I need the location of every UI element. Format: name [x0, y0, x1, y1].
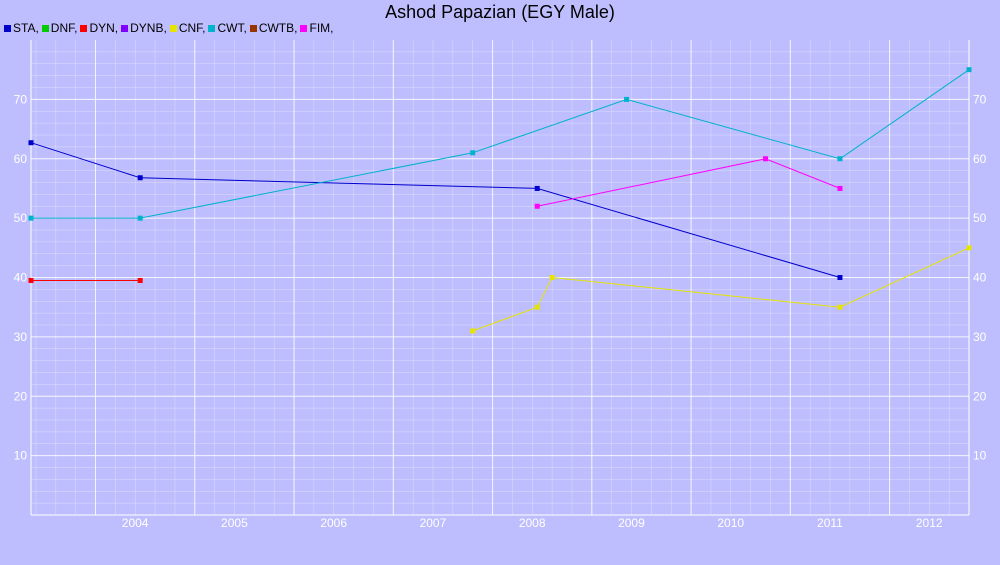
legend-swatch	[41, 25, 49, 32]
x-tick-label: 2011	[817, 516, 843, 530]
y-tick-label-right: 20	[973, 389, 987, 403]
legend-swatch	[249, 25, 257, 32]
x-tick-label: 2007	[420, 516, 447, 530]
data-point	[28, 140, 34, 146]
y-tick-label-right: 40	[973, 271, 987, 285]
legend-swatch	[169, 25, 177, 32]
legend-item: STA,	[4, 21, 39, 35]
grid	[31, 40, 970, 515]
data-point	[534, 304, 540, 310]
legend-swatch	[4, 25, 11, 32]
data-point	[837, 275, 843, 280]
x-tick-label: 2012	[916, 516, 943, 530]
legend-label: FIM,	[309, 21, 334, 35]
legend-label: CWTB,	[258, 21, 298, 35]
legend-swatch	[80, 25, 88, 32]
series-cnf	[470, 245, 972, 334]
data-point	[837, 156, 843, 162]
legend-label: DYN,	[89, 21, 119, 35]
x-tick-label: 2010	[717, 516, 744, 530]
data-point	[137, 277, 143, 283]
series-cwt	[28, 67, 972, 221]
y-tick-label-left: 40	[14, 271, 28, 285]
data-point	[837, 304, 843, 310]
legend-label: STA,	[13, 21, 39, 35]
chart-title: Ashod Papazian (EGY Male)	[385, 2, 615, 22]
legend-swatch	[208, 25, 216, 32]
y-tick-label-right: 10	[973, 449, 987, 463]
series-sta	[28, 140, 843, 280]
data-point	[966, 245, 972, 251]
data-point	[28, 277, 34, 283]
data-point	[28, 215, 34, 221]
y-tick-label-right: 50	[973, 211, 987, 225]
legend-item: FIM,	[300, 21, 333, 35]
series-line	[31, 69, 970, 219]
y-tick-label-right: 30	[973, 330, 987, 344]
legend-label: DNF,	[50, 21, 78, 35]
legend-label: CWT,	[217, 21, 247, 35]
data-point	[549, 275, 555, 280]
x-tick-label: 2008	[519, 516, 546, 530]
data-point	[470, 150, 476, 156]
data-point	[137, 175, 143, 181]
data-point	[624, 96, 630, 102]
legend-swatch	[300, 25, 308, 32]
x-tick-label: 2005	[221, 516, 248, 530]
data-point	[966, 67, 972, 73]
y-tick-label-right: 60	[973, 152, 987, 166]
x-tick-label: 2004	[122, 516, 149, 530]
y-tick-label-right: 70	[973, 92, 987, 106]
legend-item: DYNB,	[121, 21, 167, 35]
legend-item: CNF,	[169, 21, 206, 35]
y-tick-label-left: 60	[14, 152, 28, 166]
data-point	[470, 328, 476, 334]
y-tick-label-left: 70	[14, 92, 28, 106]
data-point	[534, 185, 540, 191]
series-dyn	[28, 277, 143, 283]
legend-item: DNF,	[41, 21, 78, 35]
legend-swatch	[121, 25, 129, 32]
legend-label: DYNB,	[130, 21, 167, 35]
legend-item: CWT,	[208, 21, 247, 35]
data-point	[534, 203, 540, 209]
x-tick-label: 2006	[320, 516, 347, 530]
legend-item: DYN,	[80, 21, 118, 35]
legend-item: CWTB,	[249, 21, 298, 35]
y-tick-label-left: 30	[14, 330, 28, 344]
data-point	[837, 185, 843, 191]
data-point	[137, 215, 143, 221]
x-tick-label: 2009	[618, 516, 645, 530]
series-line	[30, 142, 841, 278]
y-tick-label-left: 10	[14, 449, 28, 463]
legend: STA, DNF, DYN, DYNB, CNF, CWT, CWTB, FIM,	[4, 21, 336, 35]
y-tick-label-left: 50	[14, 211, 28, 225]
data-point	[763, 156, 769, 162]
legend-label: CNF,	[178, 21, 206, 35]
series-fim	[534, 156, 843, 209]
y-tick-label-left: 20	[14, 389, 28, 403]
